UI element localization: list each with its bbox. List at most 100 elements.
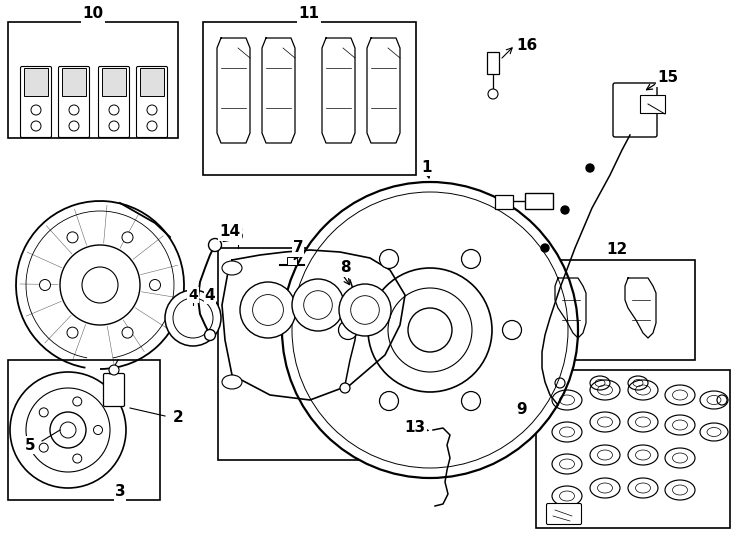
Text: 6: 6 [233, 228, 244, 244]
Ellipse shape [222, 375, 242, 389]
Bar [525, 193, 553, 209]
Circle shape [205, 329, 216, 341]
Circle shape [67, 327, 78, 338]
Circle shape [282, 182, 578, 478]
Bar [495, 195, 513, 209]
Circle shape [503, 321, 521, 340]
FancyBboxPatch shape [547, 503, 581, 524]
Circle shape [462, 249, 481, 268]
Text: 7: 7 [294, 241, 302, 254]
Circle shape [240, 282, 296, 338]
Circle shape [122, 327, 133, 338]
Bar [24, 68, 48, 96]
Circle shape [109, 105, 119, 115]
Bar [218, 248, 412, 460]
Circle shape [368, 268, 492, 392]
Circle shape [586, 164, 594, 172]
Circle shape [60, 422, 76, 438]
Circle shape [488, 89, 498, 99]
Circle shape [39, 443, 48, 452]
Circle shape [165, 290, 221, 346]
Circle shape [561, 206, 569, 214]
Circle shape [408, 308, 452, 352]
Text: 2: 2 [173, 411, 183, 425]
FancyBboxPatch shape [613, 83, 657, 137]
Circle shape [462, 392, 481, 410]
Circle shape [339, 284, 391, 336]
Text: 1: 1 [422, 160, 432, 174]
Ellipse shape [222, 261, 242, 275]
Text: 14: 14 [220, 225, 240, 239]
Bar [640, 95, 665, 113]
Text: 4: 4 [205, 287, 215, 302]
Circle shape [69, 121, 79, 131]
Circle shape [31, 121, 41, 131]
Circle shape [39, 408, 48, 417]
Text: 1: 1 [422, 159, 432, 174]
Circle shape [351, 296, 379, 325]
Circle shape [93, 426, 103, 435]
Text: 13: 13 [404, 420, 426, 435]
Text: 16: 16 [517, 37, 537, 52]
FancyBboxPatch shape [103, 374, 125, 407]
Text: 15: 15 [658, 71, 678, 85]
Bar [8, 22, 178, 138]
Circle shape [292, 279, 344, 331]
Circle shape [340, 383, 350, 393]
Circle shape [379, 249, 399, 268]
Text: 16: 16 [517, 38, 537, 52]
Circle shape [31, 105, 41, 115]
Circle shape [304, 291, 333, 319]
Bar [536, 370, 730, 528]
Text: 15: 15 [658, 71, 677, 85]
Circle shape [147, 105, 157, 115]
Bar [287, 257, 297, 265]
Text: 14: 14 [219, 225, 241, 240]
FancyBboxPatch shape [21, 66, 51, 138]
Circle shape [40, 280, 51, 291]
Circle shape [109, 365, 119, 375]
FancyBboxPatch shape [59, 66, 90, 138]
Text: 6: 6 [233, 229, 243, 243]
Text: 4: 4 [188, 288, 198, 302]
Circle shape [82, 267, 118, 303]
Circle shape [50, 412, 86, 448]
Circle shape [173, 298, 213, 338]
Circle shape [208, 239, 222, 252]
Text: 7: 7 [293, 240, 303, 255]
Text: 13: 13 [405, 420, 425, 434]
Bar [62, 68, 86, 96]
Circle shape [541, 244, 549, 252]
Bar [203, 22, 416, 175]
Text: 8: 8 [341, 261, 349, 274]
FancyBboxPatch shape [98, 66, 129, 138]
Circle shape [73, 397, 81, 406]
Text: 2: 2 [172, 410, 184, 426]
FancyBboxPatch shape [137, 66, 167, 138]
Circle shape [10, 372, 126, 488]
Circle shape [292, 192, 568, 468]
Bar [140, 68, 164, 96]
Circle shape [388, 288, 472, 372]
Circle shape [67, 232, 78, 243]
Text: 3: 3 [115, 484, 126, 500]
Text: 9: 9 [517, 403, 527, 417]
Circle shape [379, 392, 399, 410]
Text: 11: 11 [299, 6, 319, 22]
Bar [487, 52, 499, 74]
Circle shape [109, 121, 119, 131]
Text: 12: 12 [607, 243, 627, 257]
Circle shape [252, 295, 283, 326]
Circle shape [150, 280, 161, 291]
Circle shape [60, 245, 140, 325]
Text: 10: 10 [82, 6, 103, 22]
Bar [540, 260, 695, 360]
Text: 3: 3 [115, 483, 125, 497]
Text: 5: 5 [25, 437, 35, 453]
Text: 9: 9 [517, 402, 527, 417]
Circle shape [73, 454, 81, 463]
Bar [8, 360, 160, 500]
Circle shape [338, 321, 357, 340]
Circle shape [69, 105, 79, 115]
Circle shape [122, 232, 133, 243]
